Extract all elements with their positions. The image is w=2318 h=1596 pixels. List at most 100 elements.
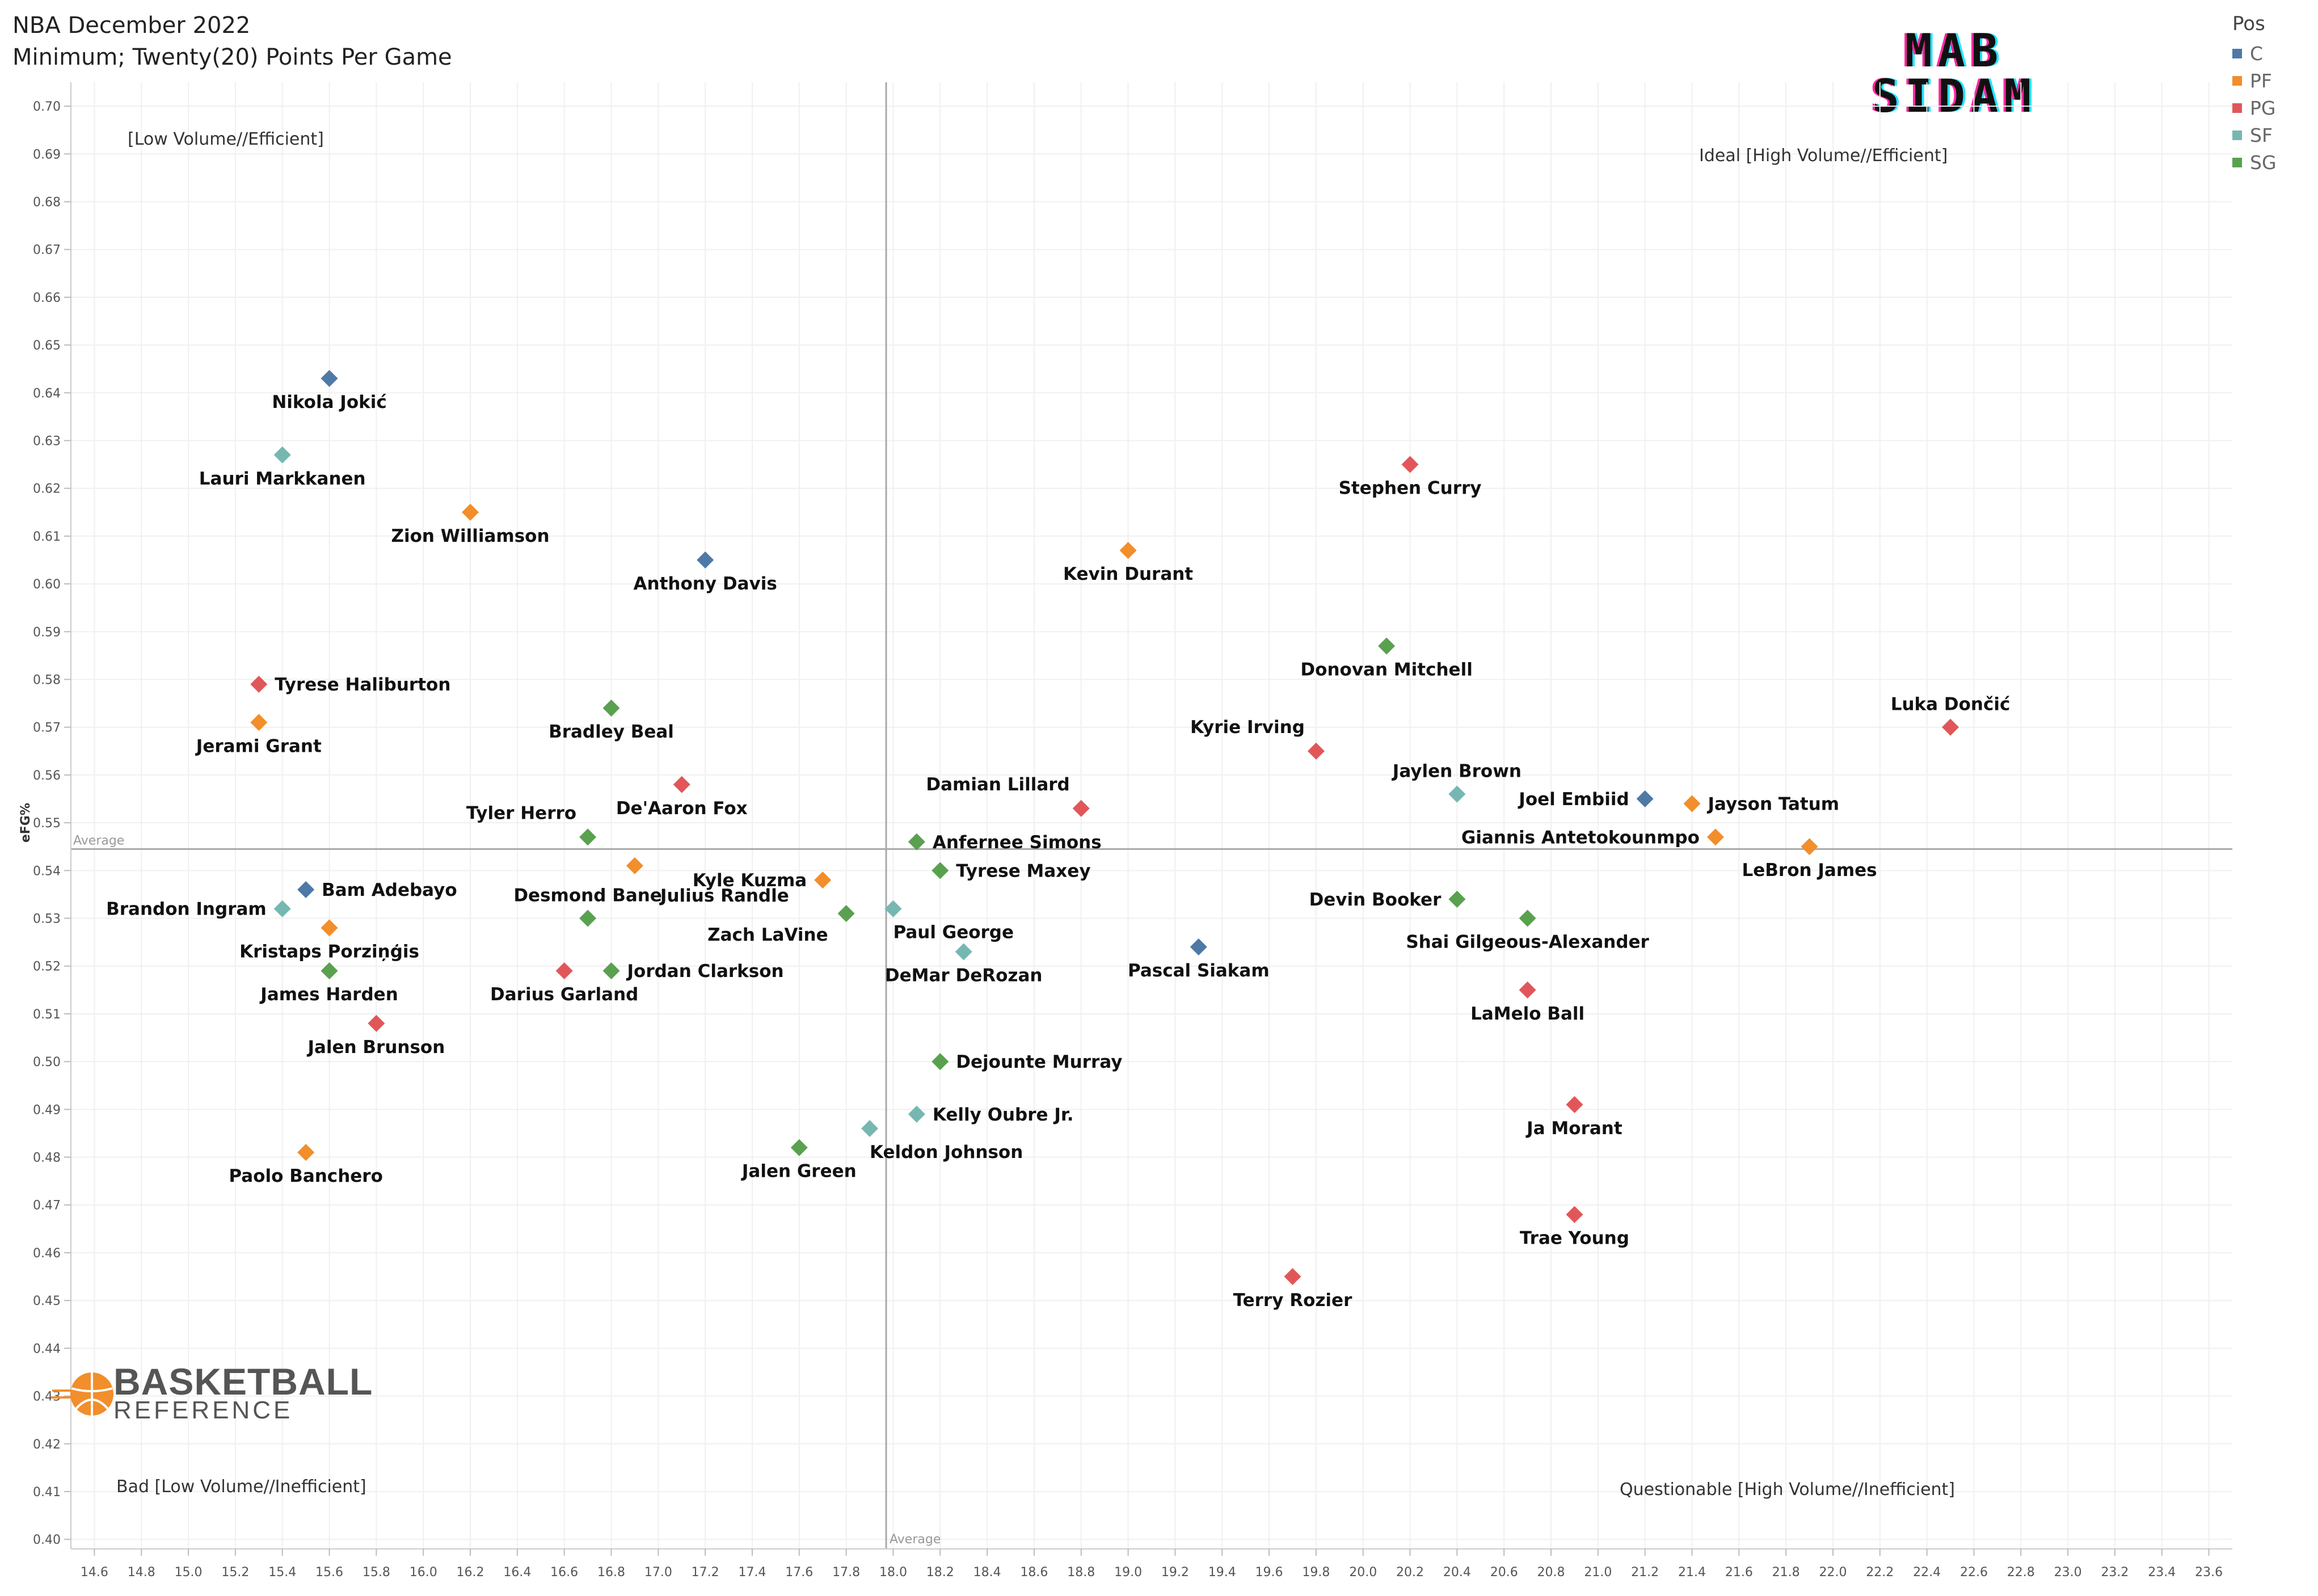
y-tick-label: 0.41: [33, 1485, 61, 1500]
y-tick-label: 0.64: [33, 386, 61, 401]
data-point-label: Brandon Ingram: [106, 899, 267, 920]
y-tick-label: 0.66: [33, 291, 61, 305]
data-point-marker: [884, 900, 902, 917]
chart-grid: [71, 82, 2232, 1549]
y-tick-label: 0.57: [33, 721, 61, 735]
data-point-label: James Harden: [259, 984, 398, 1005]
data-point-label: Zach LaVine: [707, 925, 828, 945]
quadrant-labels: [Low Volume//Efficient] Ideal [High Volum…: [116, 129, 1955, 1500]
x-tick-label: 19.6: [1255, 1565, 1283, 1580]
data-point-marker: [626, 857, 643, 874]
data-point-label: Desmond Bane: [513, 886, 662, 906]
y-tick-label: 0.42: [33, 1438, 61, 1452]
legend: Pos C PF PG SF SG: [2232, 12, 2277, 176]
y-tick-label: 0.62: [33, 482, 61, 496]
average-y-label: Average: [73, 833, 124, 848]
x-tick-label: 15.4: [268, 1565, 296, 1580]
data-point-marker: [250, 675, 268, 693]
data-point-label: Kelly Oubre Jr.: [933, 1105, 1074, 1125]
data-point-label: Jalen Brunson: [306, 1037, 445, 1058]
chart-axes: 14.6 14.8 15.0 15.2 15.4 15.6 15.8 16.0 16.2 16.4…: [19, 82, 2232, 1596]
x-tick-label: 22.8: [2007, 1565, 2035, 1580]
data-point-label: Kyrie Irving: [1190, 717, 1305, 738]
legend-label: C: [2250, 42, 2264, 65]
y-tick-label: 0.54: [33, 864, 61, 878]
x-tick-label: 22.2: [1866, 1565, 1894, 1580]
data-point-marker: [321, 919, 338, 937]
data-point-marker: [1683, 795, 1701, 812]
y-tick-label: 0.50: [33, 1055, 61, 1069]
x-tick-label: 21.4: [1678, 1565, 1706, 1580]
x-tick-label: 21.6: [1725, 1565, 1753, 1580]
basketball-reference-logo: BASKETBALL REFERENCE: [51, 1361, 373, 1423]
y-tick-label: 0.48: [33, 1151, 61, 1165]
data-point-label: Shai Gilgeous-Alexander: [1406, 932, 1649, 953]
data-point-marker: [908, 1105, 925, 1123]
data-point-marker: [673, 776, 690, 793]
data-point-marker: [814, 871, 832, 889]
data-point-label: Paolo Banchero: [229, 1166, 383, 1186]
data-point-marker: [462, 503, 479, 521]
y-tick-label: 0.68: [33, 196, 61, 210]
data-point-label: Devin Booker: [1309, 890, 1442, 910]
data-point-marker: [579, 909, 597, 927]
legend-title: Pos: [2232, 12, 2265, 35]
data-point-marker: [273, 900, 291, 917]
data-point-marker: [1284, 1268, 1301, 1286]
legend-label: SF: [2250, 124, 2273, 146]
x-tick-label: 20.0: [1349, 1565, 1377, 1580]
data-point-marker: [297, 1144, 315, 1161]
x-tick-label: 16.4: [503, 1565, 531, 1580]
reference-lines: Average Average: [71, 82, 2232, 1549]
data-point-marker: [1519, 909, 1536, 927]
data-point-marker: [697, 551, 714, 569]
data-point-label: Joel Embiid: [1518, 789, 1629, 810]
x-tick-label: 17.0: [644, 1565, 672, 1580]
x-tick-label: 19.2: [1161, 1565, 1189, 1580]
data-point-marker: [321, 962, 338, 980]
data-point-label: DeMar DeRozan: [885, 965, 1043, 986]
y-tick-label: 0.40: [33, 1533, 61, 1547]
data-point-marker: [321, 370, 338, 388]
legend-label: PF: [2250, 69, 2272, 92]
data-point-label: Tyrese Maxey: [956, 861, 1090, 881]
y-tick-label: 0.69: [33, 148, 61, 162]
x-tick-label: 14.6: [81, 1565, 108, 1580]
x-tick-label: 16.0: [410, 1565, 437, 1580]
y-tick-label: 0.65: [33, 339, 61, 353]
source-logo-line1: BASKETBALL: [113, 1361, 373, 1403]
quadrant-label-bottom-left: Bad [Low Volume//Inefficient]: [116, 1477, 366, 1497]
data-point-marker: [1636, 790, 1654, 808]
data-point-marker: [602, 700, 620, 717]
data-point-marker: [297, 881, 315, 899]
legend-swatch: [2232, 75, 2242, 86]
data-point-marker: [1307, 742, 1325, 760]
data-point-label: Dejounte Murray: [956, 1052, 1122, 1072]
data-point-label: Luka Dončić: [1891, 694, 2011, 715]
data-point-label: Kyle Kuzma: [693, 870, 807, 891]
data-point-label: Ja Morant: [1525, 1118, 1622, 1139]
x-tick-label: 16.2: [457, 1565, 484, 1580]
x-tick-label: 21.8: [1772, 1565, 1800, 1580]
data-point-label: Giannis Antetokounmpo: [1461, 827, 1700, 848]
legend-label: PG: [2250, 96, 2276, 119]
legend-swatch: [2232, 130, 2242, 140]
legend-item-sg: SG: [2232, 149, 2277, 176]
y-tick-label: 0.52: [33, 960, 61, 974]
y-tick-label: 0.47: [33, 1199, 61, 1213]
data-point-marker: [1448, 785, 1466, 803]
y-tick-label: 0.46: [33, 1247, 61, 1261]
x-axis-title: FGA: [1137, 1595, 1166, 1596]
data-point-label: Bradley Beal: [549, 722, 674, 742]
data-point-label: Keldon Johnson: [870, 1142, 1023, 1163]
data-point-label: Damian Lillard: [926, 774, 1069, 795]
data-point-marker: [790, 1139, 808, 1156]
y-tick-label: 0.49: [33, 1103, 61, 1117]
data-point-marker: [1942, 718, 1959, 736]
y-tick-label: 0.44: [33, 1342, 61, 1356]
x-tick-label: 23.4: [2148, 1565, 2176, 1580]
data-point-label: LeBron James: [1742, 860, 1877, 881]
data-point-marker: [579, 828, 597, 846]
data-point-marker: [932, 862, 949, 879]
x-tick-label: 18.6: [1020, 1565, 1048, 1580]
